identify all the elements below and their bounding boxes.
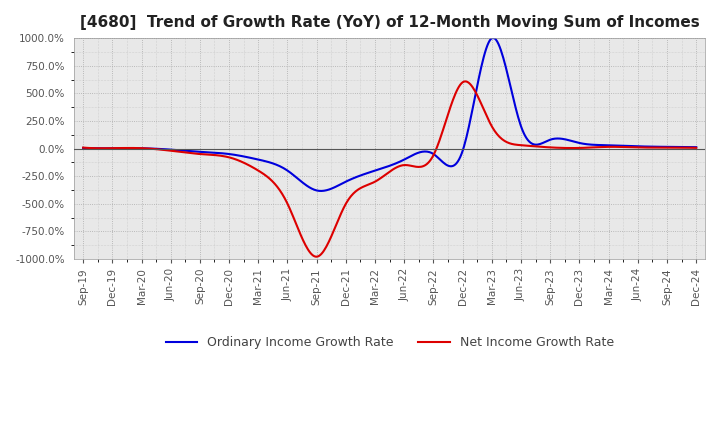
Ordinary Income Growth Rate: [584, 142, 593, 147]
Title: [4680]  Trend of Growth Rate (YoY) of 12-Month Moving Sum of Incomes: [4680] Trend of Growth Rate (YoY) of 12-…: [80, 15, 700, 30]
Ordinary Income Growth Rate: [317, 188, 325, 194]
Net Income Growth Rate: [412, 164, 420, 169]
Net Income Growth Rate: [372, 179, 380, 184]
Ordinary Income Growth Rate: [412, 151, 420, 156]
Line: Ordinary Income Growth Rate: Ordinary Income Growth Rate: [83, 38, 696, 191]
Net Income Growth Rate: [461, 79, 469, 84]
Ordinary Income Growth Rate: [692, 145, 701, 150]
Ordinary Income Growth Rate: [488, 36, 497, 41]
Ordinary Income Growth Rate: [78, 145, 87, 150]
Net Income Growth Rate: [692, 145, 701, 150]
Ordinary Income Growth Rate: [680, 144, 688, 150]
Ordinary Income Growth Rate: [375, 167, 384, 172]
Ordinary Income Growth Rate: [445, 163, 454, 169]
Net Income Growth Rate: [680, 145, 688, 150]
Legend: Ordinary Income Growth Rate, Net Income Growth Rate: Ordinary Income Growth Rate, Net Income …: [161, 331, 618, 354]
Net Income Growth Rate: [312, 254, 321, 259]
Net Income Growth Rate: [78, 145, 87, 150]
Net Income Growth Rate: [375, 176, 384, 182]
Line: Net Income Growth Rate: Net Income Growth Rate: [83, 81, 696, 257]
Net Income Growth Rate: [445, 108, 454, 113]
Ordinary Income Growth Rate: [372, 168, 380, 173]
Net Income Growth Rate: [584, 145, 593, 150]
